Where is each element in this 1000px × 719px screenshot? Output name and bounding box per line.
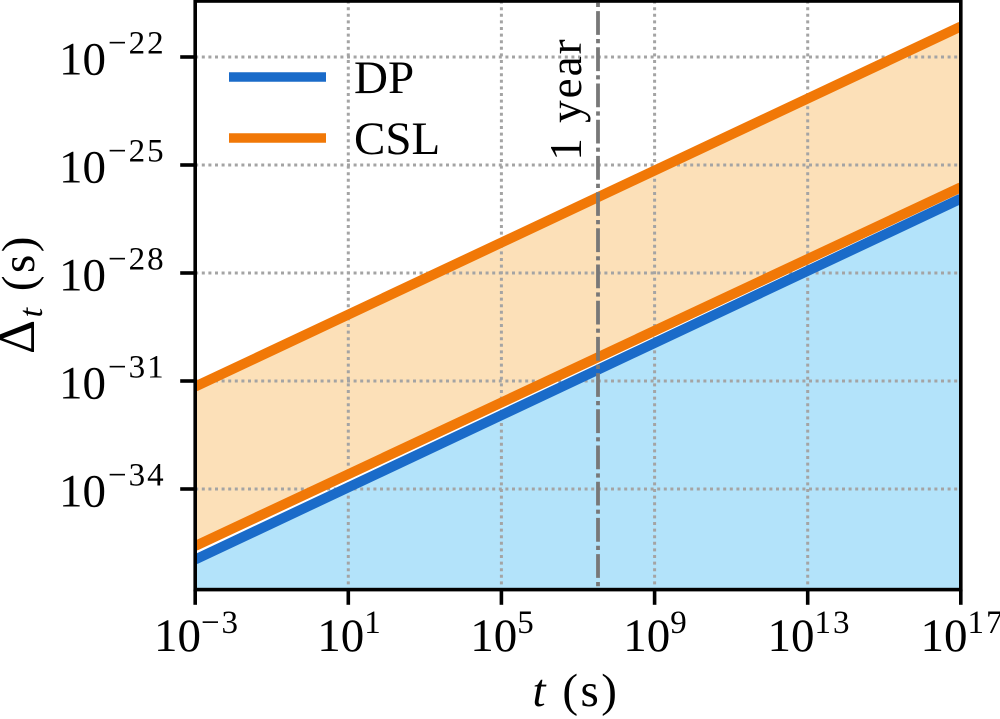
svg-text:t (s): t (s) <box>533 665 620 717</box>
svg-text:−34: −34 <box>108 458 166 494</box>
svg-text:DP: DP <box>354 52 414 104</box>
svg-text:−22: −22 <box>108 26 166 62</box>
svg-text:−25: −25 <box>108 134 166 170</box>
svg-text:10: 10 <box>59 142 106 194</box>
svg-text:CSL: CSL <box>354 113 440 165</box>
svg-text:10: 10 <box>59 250 106 302</box>
svg-text:−28: −28 <box>108 242 166 278</box>
svg-text:10: 10 <box>59 466 106 518</box>
svg-text:Δt (s): Δt (s) <box>0 234 50 354</box>
svg-text:1 year: 1 year <box>541 37 591 160</box>
svg-text:10: 10 <box>59 358 106 410</box>
svg-text:10: 10 <box>59 34 106 86</box>
svg-text:−31: −31 <box>108 350 166 386</box>
